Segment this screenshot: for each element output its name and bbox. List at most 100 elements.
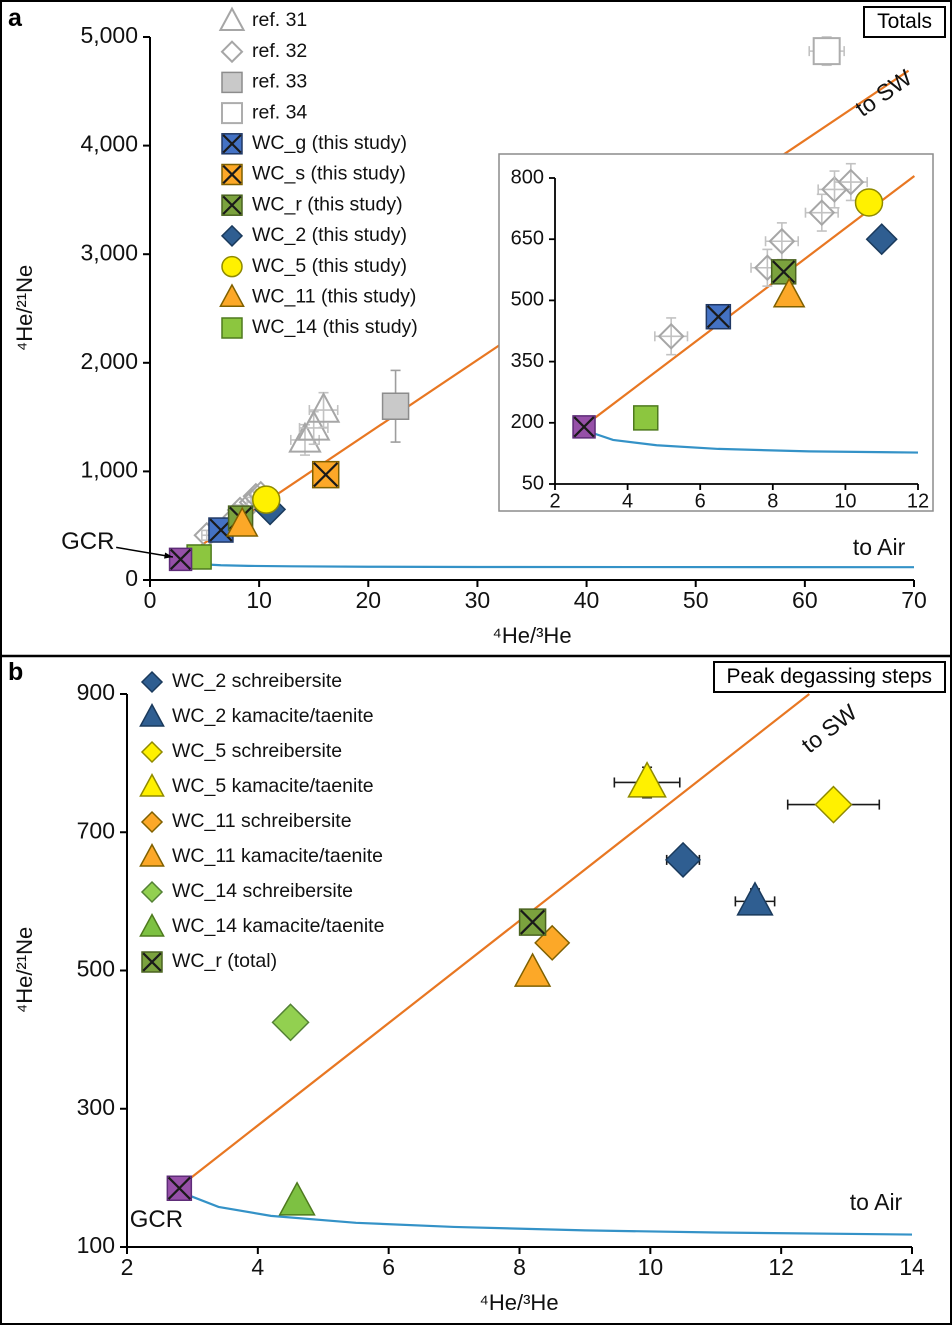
data-point xyxy=(865,223,898,256)
x-tick-label: 10 xyxy=(638,1254,664,1280)
legend-marker xyxy=(221,255,243,278)
data-point xyxy=(306,391,341,423)
data-point xyxy=(251,485,281,514)
y-tick-label: 5,000 xyxy=(80,22,138,48)
x-tick-label: 4 xyxy=(251,1254,264,1280)
y-tick-label: 300 xyxy=(77,1094,115,1120)
legend-item: ref. 34 xyxy=(221,101,307,125)
legend-label: WC_r (this study) xyxy=(252,193,403,215)
x-tick-label: 30 xyxy=(465,587,491,613)
legend-item: WC_r (this study) xyxy=(221,193,403,216)
legend-item: ref. 32 xyxy=(220,40,307,64)
x-tick-label: 10 xyxy=(834,491,856,513)
legend-item: ref. 31 xyxy=(218,6,307,31)
legend-item: WC_2 kamacite/taenite xyxy=(139,703,374,727)
series-ref. 33 xyxy=(381,369,410,443)
panel-b-title: Peak degassing steps xyxy=(712,661,946,693)
annotation-text: GCR xyxy=(130,1206,183,1233)
legend-marker xyxy=(221,71,243,94)
data-point xyxy=(664,841,702,878)
data-point xyxy=(513,952,552,987)
y-tick-label: 900 xyxy=(77,679,115,705)
legend-label: WC_s (this study) xyxy=(252,163,406,185)
x-tick-label: 6 xyxy=(382,1254,395,1280)
legend-label: WC_14 schreibersite xyxy=(172,880,353,902)
data-point xyxy=(225,506,259,537)
y-tick-label: 4,000 xyxy=(80,131,138,157)
line-to-SW xyxy=(178,693,810,1188)
x-axis-label: ⁴He/³He xyxy=(492,623,571,648)
x-tick-label: 50 xyxy=(683,587,709,613)
annotation-text: to SW xyxy=(850,64,916,121)
y-tick-label: 200 xyxy=(511,411,544,433)
y-tick-label: 3,000 xyxy=(80,239,138,265)
legend-label: WC_11 (this study) xyxy=(252,285,416,307)
legend-marker xyxy=(219,283,245,308)
data-point xyxy=(278,1181,316,1216)
annotation-arrowhead xyxy=(164,552,173,559)
series-WC_r (this study) xyxy=(770,259,797,285)
x-tick-label: 10 xyxy=(246,587,272,613)
data-point xyxy=(808,199,836,227)
legend-item: WC_5 kamacite/taenite xyxy=(139,773,374,797)
legend-item: WC_14 schreibersite xyxy=(140,880,353,904)
series-GCR xyxy=(168,547,193,572)
x-tick-label: 60 xyxy=(792,587,818,613)
x-axis-label: ⁴He/³He xyxy=(479,1290,558,1315)
x-tick-label: 2 xyxy=(549,491,560,513)
annotation-text: to SW xyxy=(796,699,862,758)
legend-marker xyxy=(139,843,165,867)
x-tick-label: 20 xyxy=(355,587,381,613)
legend-item: WC_5 schreibersite xyxy=(140,740,342,764)
legend-label: ref. 32 xyxy=(252,40,307,62)
legend-label: WC_5 kamacite/taenite xyxy=(172,775,374,797)
y-tick-label: 350 xyxy=(511,350,544,372)
data-point xyxy=(271,1003,310,1042)
x-tick-label: 70 xyxy=(901,587,927,613)
data-point xyxy=(814,785,853,824)
y-tick-label: 2,000 xyxy=(80,348,138,374)
data-point xyxy=(633,405,659,431)
x-tick-label: 2 xyxy=(121,1254,134,1280)
legend-label: ref. 33 xyxy=(252,71,307,93)
line-to-Air xyxy=(180,559,915,569)
series-WC_r (total) xyxy=(518,908,547,936)
legend-item: WC_g (this study) xyxy=(221,132,407,155)
x-tick-label: 6 xyxy=(695,491,706,513)
series-WC_14 kamacite/taenite xyxy=(278,1181,316,1216)
series-WC_2 (this study) xyxy=(865,223,898,256)
y-axis-label: ⁴He/²¹Ne xyxy=(12,927,37,1013)
legend-item: WC_5 (this study) xyxy=(221,255,407,278)
axes: 0 10 20 30 40 50 60 70 0 1,000 2,000 3,000 4,000 5,00… xyxy=(80,22,926,613)
y-tick-label: 650 xyxy=(511,227,544,249)
legend-marker xyxy=(221,102,243,125)
legend-label: WC_g (this study) xyxy=(252,132,407,154)
x-tick-label: 12 xyxy=(907,491,929,513)
data-point xyxy=(736,881,774,916)
data-point xyxy=(837,168,865,196)
series-WC_5 (this study) xyxy=(251,485,281,514)
y-tick-label: 50 xyxy=(522,472,544,494)
series-GCR xyxy=(572,415,596,439)
series-GCR xyxy=(166,1175,193,1201)
y-tick-label: 700 xyxy=(77,817,115,843)
series-WC_14 (this study) xyxy=(633,405,659,431)
y-tick-label: 100 xyxy=(77,1232,115,1258)
data-point xyxy=(296,409,331,441)
legend-marker xyxy=(140,880,164,904)
axes: 2 4 6 8 10 12 14 100 300 500 700 900 xyxy=(77,679,925,1280)
panel-a-label: a xyxy=(8,4,22,32)
legend-label: WC_14 (this study) xyxy=(252,316,418,338)
legend-item: WC_2 schreibersite xyxy=(140,670,342,694)
legend-marker xyxy=(139,703,165,727)
annotation-text: to Air xyxy=(853,534,906,560)
series-ref. 31 xyxy=(288,391,341,456)
legend-label: WC_5 (this study) xyxy=(252,255,407,277)
line-to-Air xyxy=(583,429,919,454)
y-tick-label: 1,000 xyxy=(80,456,138,482)
legend-label: ref. 31 xyxy=(252,9,307,31)
legend-item: WC_11 (this study) xyxy=(219,283,416,308)
data-point xyxy=(288,421,322,453)
data-point xyxy=(627,761,667,798)
